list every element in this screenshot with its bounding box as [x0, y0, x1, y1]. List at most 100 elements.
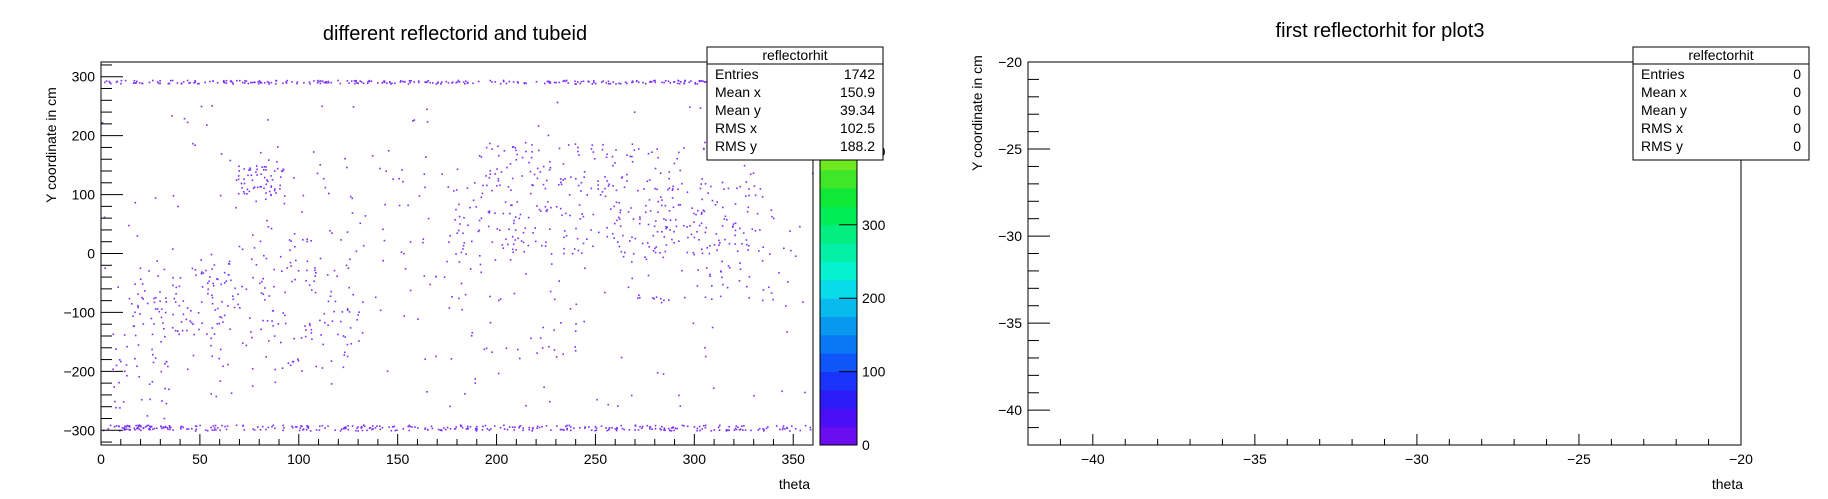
hit-point — [672, 426, 674, 429]
hit-point — [178, 333, 180, 336]
hit-point — [398, 177, 400, 180]
hit-point — [565, 79, 568, 82]
hit-point — [105, 80, 108, 82]
hit-point — [672, 188, 674, 190]
hit-point — [346, 308, 349, 310]
hit-point — [137, 344, 140, 346]
hit-point — [574, 350, 577, 352]
hit-point — [108, 80, 111, 83]
hit-point — [511, 204, 513, 206]
hit-point — [128, 297, 131, 300]
hit-point — [686, 425, 689, 428]
hit-point — [270, 185, 273, 187]
hit-point — [477, 230, 480, 233]
hit-point — [521, 175, 523, 177]
hit-point — [435, 355, 437, 358]
hit-point — [242, 191, 245, 193]
hit-point — [293, 337, 295, 340]
left-x-tick-label: 50 — [192, 451, 208, 467]
hit-point — [154, 197, 157, 199]
hit-point — [296, 82, 298, 85]
hit-point — [340, 428, 343, 430]
hit-point — [234, 287, 236, 290]
hit-point — [564, 80, 567, 83]
hit-point — [710, 430, 713, 432]
hit-point — [134, 429, 136, 431]
hit-point — [237, 293, 239, 296]
hit-point — [485, 175, 487, 177]
hit-point — [362, 82, 365, 85]
hit-point — [499, 298, 502, 300]
hit-point — [671, 197, 674, 199]
hit-point — [652, 234, 655, 237]
hit-point — [701, 428, 703, 430]
hit-point — [215, 429, 217, 431]
hit-point — [253, 81, 255, 84]
hit-point — [309, 430, 312, 432]
hit-point — [426, 428, 429, 431]
hit-point — [704, 231, 707, 234]
hit-point — [372, 428, 374, 430]
hit-point — [566, 424, 568, 427]
hit-point — [169, 426, 171, 428]
hit-point — [148, 427, 150, 430]
hit-point — [702, 209, 705, 212]
hit-point — [528, 161, 530, 164]
hit-point — [459, 223, 461, 225]
hit-point — [745, 195, 747, 197]
hit-point — [126, 424, 128, 427]
hit-point — [453, 190, 455, 192]
hit-point — [357, 314, 359, 316]
hit-point — [306, 426, 309, 428]
hit-point — [703, 425, 705, 427]
hit-point — [661, 425, 663, 428]
hit-point — [246, 188, 249, 191]
hit-point — [366, 82, 369, 85]
hit-point — [119, 407, 121, 409]
hit-point — [345, 427, 347, 429]
hit-point — [545, 425, 548, 427]
hit-point — [194, 269, 197, 271]
hit-point — [694, 81, 697, 84]
hit-point — [251, 81, 254, 84]
hit-point — [648, 179, 651, 181]
hit-point — [382, 259, 384, 262]
hit-point — [250, 81, 252, 84]
hit-point — [223, 271, 226, 274]
hit-point — [649, 80, 652, 83]
hit-point — [606, 180, 608, 182]
hit-point — [173, 297, 176, 300]
hit-point — [107, 428, 110, 430]
hit-point — [189, 320, 191, 322]
right-panel: first reflectorhit for plot3 Y coordinat… — [969, 20, 1810, 492]
hit-point — [253, 186, 256, 188]
hit-point — [344, 426, 347, 428]
hit-point — [185, 318, 188, 321]
hit-point — [156, 427, 158, 430]
hit-point — [743, 164, 746, 167]
hit-point — [210, 426, 212, 429]
hit-point — [166, 426, 169, 429]
hit-point — [590, 187, 593, 190]
hit-point — [136, 427, 139, 430]
hit-point — [291, 425, 293, 428]
hit-point — [734, 229, 737, 232]
hit-point — [206, 429, 209, 432]
hit-point — [376, 425, 378, 427]
hit-point — [789, 230, 791, 232]
hit-point — [507, 243, 509, 246]
hit-point — [671, 238, 673, 241]
hit-point — [260, 186, 262, 188]
hit-point — [195, 425, 198, 428]
hit-point — [163, 268, 166, 271]
hit-point — [455, 189, 458, 191]
hit-point — [103, 216, 106, 219]
hit-point — [410, 80, 412, 82]
hit-point — [330, 360, 333, 362]
hit-point — [329, 295, 332, 297]
hit-point — [221, 424, 223, 427]
hit-point — [778, 272, 780, 274]
hit-point — [424, 186, 426, 189]
hit-point — [490, 428, 492, 430]
hit-point — [709, 273, 711, 276]
